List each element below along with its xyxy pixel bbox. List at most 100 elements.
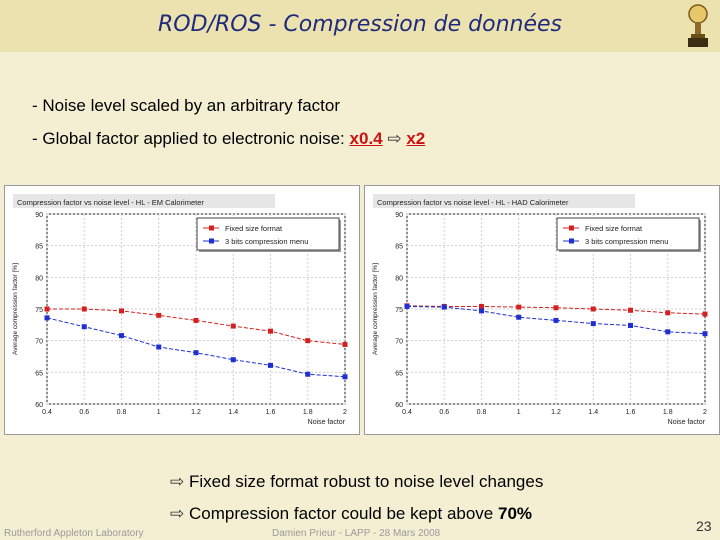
x-tick-label: 1	[157, 409, 161, 416]
chart-em-calorimeter: Compression factor vs noise level - HL -…	[12, 194, 348, 426]
x-tick-label: 2	[703, 409, 707, 416]
data-point	[119, 333, 124, 339]
chart-title: Compression factor vs noise level - HL -…	[17, 198, 204, 207]
data-point	[553, 305, 559, 311]
legend-label: 3 bits compression menu	[585, 237, 668, 246]
x-axis-label: Noise factor	[668, 419, 706, 426]
slide-title: ROD/ROS - Compression de données	[157, 12, 562, 37]
data-point	[119, 308, 124, 314]
data-point	[628, 322, 633, 328]
data-point	[44, 315, 50, 321]
data-point	[342, 341, 348, 347]
y-tick-label: 75	[395, 307, 403, 314]
compression-target-value: 70%	[498, 504, 533, 523]
data-point	[665, 329, 671, 335]
noise-factor-min: x0.4	[349, 129, 383, 148]
x-tick-label: 0.4	[402, 409, 412, 416]
y-tick-label: 70	[395, 339, 403, 346]
bullet-global-factor: - Global factor applied to electronic no…	[32, 129, 425, 149]
y-tick-label: 65	[395, 370, 403, 377]
data-point	[590, 321, 596, 327]
legend-label: 3 bits compression menu	[225, 237, 308, 246]
data-point	[268, 328, 273, 334]
data-point	[268, 362, 273, 368]
data-point	[230, 323, 236, 329]
data-point	[193, 350, 199, 356]
data-point	[81, 306, 87, 312]
noise-factor-max: x2	[406, 129, 426, 148]
data-point	[516, 314, 522, 320]
data-point	[628, 307, 633, 313]
data-point	[81, 324, 87, 330]
data-point	[156, 344, 162, 350]
data-point	[479, 308, 484, 314]
data-point	[590, 306, 596, 312]
data-point	[305, 338, 311, 344]
y-tick-label: 70	[35, 339, 43, 346]
data-point	[441, 304, 447, 310]
x-tick-label: 1.8	[663, 409, 673, 416]
conclusion-robust-text: Fixed size format robust to noise level …	[188, 472, 544, 491]
y-tick-label: 60	[35, 402, 43, 409]
plot-frame-em: Compression factor vs noise level - HL -…	[4, 185, 360, 435]
data-point	[230, 357, 236, 363]
legend-box	[556, 217, 700, 251]
conclusion-compression: ⇨ Compression factor could be kept above…	[170, 504, 532, 524]
data-point	[44, 306, 50, 312]
legend-label: Fixed size format	[225, 224, 283, 233]
chart-title: Compression factor vs noise level - HL -…	[377, 198, 569, 207]
legend-box	[196, 217, 340, 251]
data-point	[156, 312, 162, 318]
plot-frame-had: Compression factor vs noise level - HL -…	[364, 185, 720, 435]
data-point	[553, 317, 559, 323]
x-axis-label: Noise factor	[308, 419, 346, 426]
y-tick-label: 75	[35, 307, 43, 314]
right-arrow-icon: ⇨	[387, 129, 402, 148]
chart-had-calorimeter: Compression factor vs noise level - HL -…	[372, 194, 708, 426]
conclusion-compression-text: Compression factor could be kept above	[188, 504, 494, 523]
data-point	[516, 304, 522, 310]
data-point	[702, 311, 708, 317]
x-tick-label: 0.6	[79, 409, 89, 416]
x-tick-label: 1.4	[228, 409, 238, 416]
footer-author: Damien Prieur - LAPP - 28 Mars 2008	[272, 528, 441, 539]
chart-title-bar	[373, 194, 635, 208]
data-point	[305, 371, 311, 377]
legend-label: Fixed size format	[585, 224, 643, 233]
legend-marker	[209, 238, 214, 244]
data-point	[702, 331, 708, 337]
series-line	[406, 305, 706, 315]
y-tick-label: 85	[35, 244, 43, 251]
y-tick-label: 85	[395, 244, 403, 251]
x-tick-label: 1.6	[626, 409, 636, 416]
y-axis-label: Average compression factor [%]	[12, 263, 19, 355]
series-line	[47, 308, 346, 345]
y-tick-label: 90	[35, 212, 43, 219]
data-point	[479, 303, 484, 309]
data-point	[193, 317, 199, 323]
y-tick-label: 65	[35, 370, 43, 377]
legend-marker	[209, 225, 214, 231]
right-arrow-icon: ⇨	[170, 472, 185, 491]
x-tick-label: 1.4	[588, 409, 598, 416]
chart-title-bar	[13, 194, 275, 208]
x-tick-label: 0.8	[117, 409, 127, 416]
x-tick-label: 1.2	[191, 409, 201, 416]
series-line	[406, 305, 706, 335]
bullet-global-factor-text: - Global factor applied to electronic no…	[32, 129, 345, 148]
conclusion-robust: ⇨ Fixed size format robust to noise leve…	[170, 472, 543, 492]
x-tick-label: 0.6	[439, 409, 449, 416]
data-point	[665, 310, 671, 316]
x-tick-label: 1.2	[551, 409, 561, 416]
page-number: 23	[696, 518, 712, 534]
legend-marker	[569, 225, 574, 231]
data-point	[404, 303, 410, 309]
y-tick-label: 60	[395, 402, 403, 409]
data-point	[342, 374, 348, 380]
bullet-noise-level: - Noise level scaled by an arbitrary fac…	[32, 96, 341, 115]
y-tick-label: 90	[395, 212, 403, 219]
legend-marker	[569, 238, 574, 244]
footer-lab: Rutherford Appleton Laboratory	[4, 528, 144, 539]
x-tick-label: 1.6	[266, 409, 276, 416]
y-axis-label: Average compression factor [%]	[372, 263, 379, 355]
